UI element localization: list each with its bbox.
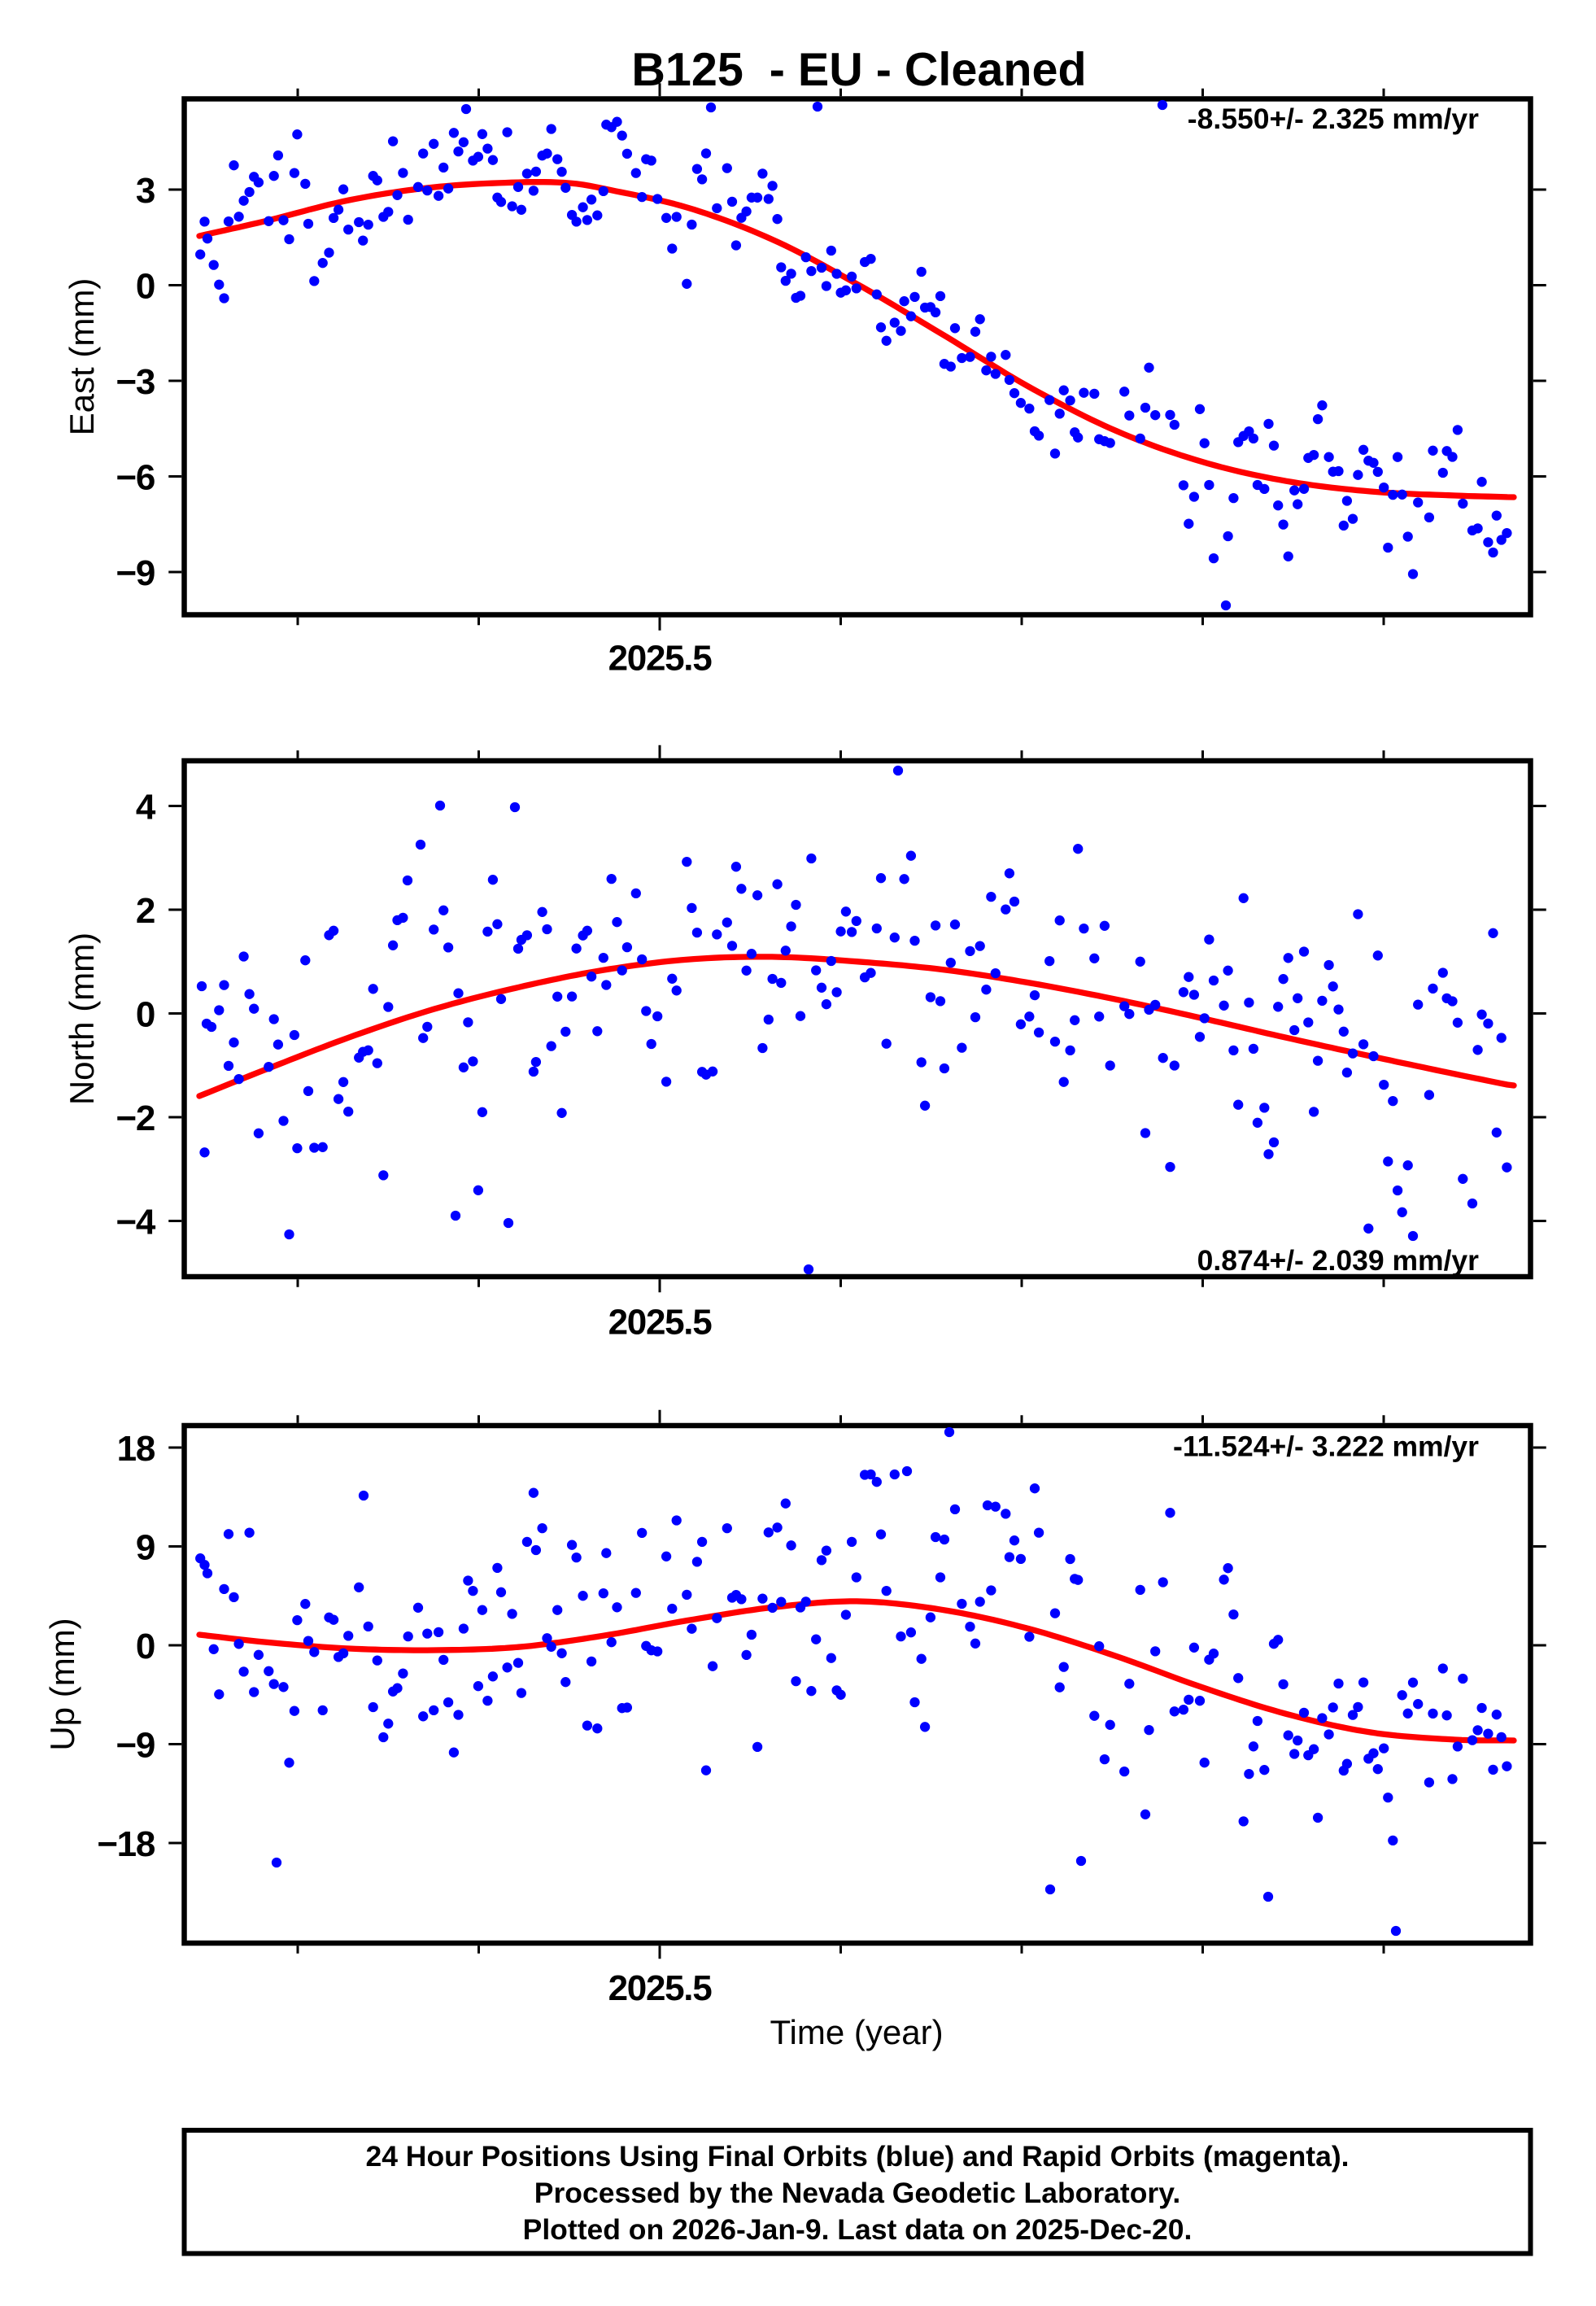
svg-text:2025.5: 2025.5 (608, 1303, 713, 1343)
svg-text:3: 3 (136, 171, 155, 211)
svg-text:18: 18 (117, 1429, 155, 1469)
svg-text:Plotted on 2026-Jan-9. Last da: Plotted on 2026-Jan-9. Last data on 2025… (523, 2213, 1193, 2246)
svg-text:−4: −4 (116, 1202, 155, 1242)
svg-text:0: 0 (136, 266, 155, 306)
svg-text:Time (year): Time (year) (770, 2013, 943, 2051)
svg-text:2025.5: 2025.5 (608, 639, 713, 679)
svg-text:2: 2 (136, 891, 155, 931)
svg-text:−9: −9 (116, 553, 155, 593)
svg-text:B125 - EU - Cleaned: B125 - EU - Cleaned (631, 44, 1086, 96)
svg-text:−2: −2 (116, 1098, 155, 1138)
svg-text:East (mm): East (mm) (63, 278, 101, 436)
svg-text:North (mm): North (mm) (63, 932, 101, 1105)
svg-text:-11.524+/- 3.222 mm/yr: -11.524+/- 3.222 mm/yr (1173, 1430, 1479, 1463)
svg-text:Up (mm): Up (mm) (43, 1618, 81, 1750)
svg-text:4: 4 (136, 787, 156, 827)
svg-text:−18: −18 (97, 1824, 155, 1864)
svg-text:0: 0 (136, 994, 155, 1034)
svg-text:0: 0 (136, 1627, 155, 1666)
svg-text:9: 9 (136, 1527, 155, 1567)
svg-text:2025.5: 2025.5 (608, 1968, 713, 2008)
svg-text:−6: −6 (116, 457, 155, 497)
svg-text:0.874+/- 2.039 mm/yr: 0.874+/- 2.039 mm/yr (1197, 1244, 1480, 1277)
svg-text:24 Hour Positions Using Final: 24 Hour Positions Using Final Orbits (bl… (365, 2140, 1349, 2173)
svg-text:Processed by the Nevada Geodet: Processed by the Nevada Geodetic Laborat… (534, 2177, 1180, 2209)
svg-text:−3: −3 (116, 362, 155, 402)
svg-text:−9: −9 (116, 1725, 155, 1765)
svg-text:-8.550+/- 2.325 mm/yr: -8.550+/- 2.325 mm/yr (1188, 103, 1479, 135)
